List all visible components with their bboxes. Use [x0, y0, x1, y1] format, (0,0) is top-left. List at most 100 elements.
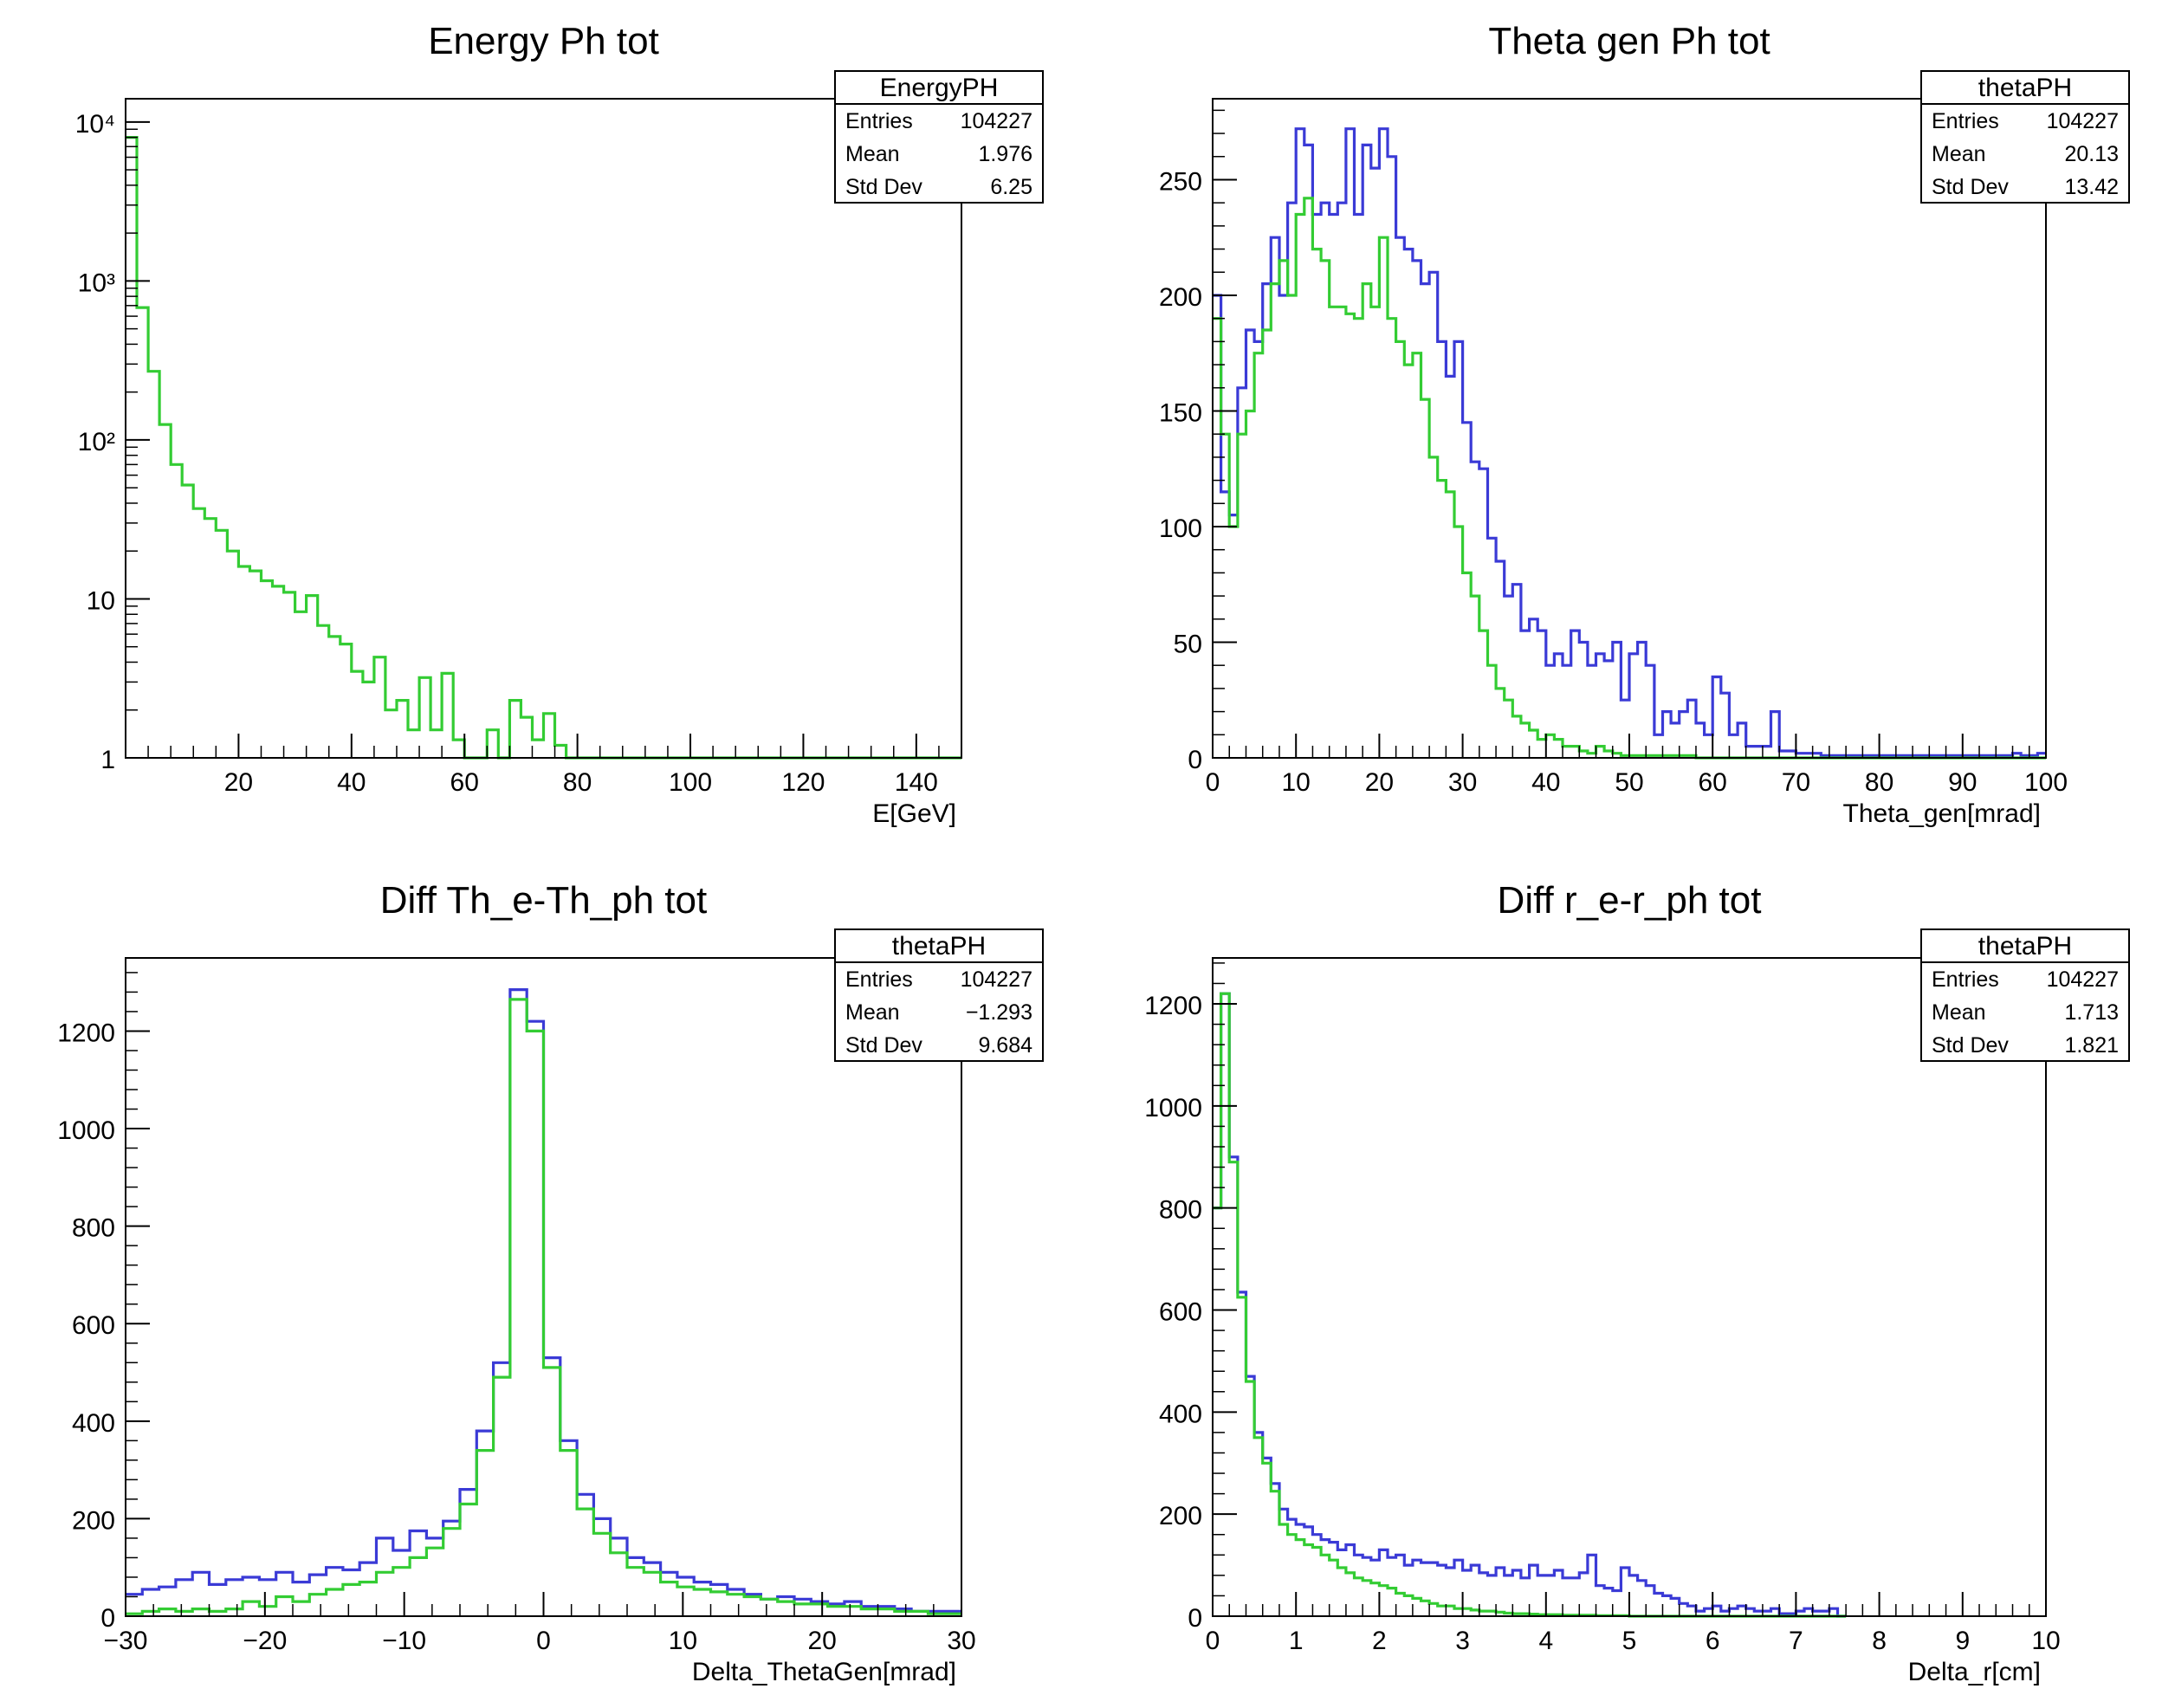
- y-tick-label: 1000: [57, 1116, 115, 1145]
- plot-panel-1: Energy Ph tot 1 10 10² 10³ 10⁴ 20 40 60 80 100 120 1…: [75, 20, 1044, 828]
- x-tick-label: 20: [1365, 768, 1394, 797]
- x-tick-label: −20: [243, 1627, 287, 1655]
- chart-title: Energy Ph tot: [428, 20, 659, 62]
- x-tick-label: 50: [1615, 768, 1643, 797]
- y-tick-label: 0: [1188, 746, 1202, 774]
- y-tick-label: 200: [1159, 1502, 1202, 1530]
- y-tick-label: 250: [1159, 167, 1202, 196]
- y-tick-label: 600: [1159, 1298, 1202, 1327]
- stats-row-label: Entries: [1932, 109, 1999, 133]
- stats-row-label: Std Dev: [1932, 1033, 2009, 1058]
- x-tick-label: 6: [1706, 1627, 1720, 1655]
- x-tick-label: 60: [450, 768, 479, 797]
- stats-row-label: Entries: [1932, 967, 1999, 992]
- stats-row-value: 13.42: [2064, 175, 2119, 199]
- chart-title: Diff Th_e-Th_ph tot: [380, 879, 707, 922]
- stats-box-frame: [834, 928, 1044, 1062]
- histogram-series-blue: [1213, 992, 1847, 1618]
- stats-row-label: Std Dev: [845, 175, 922, 199]
- stats-row-value: 1.976: [978, 142, 1032, 166]
- stats-box-name: thetaPH: [1978, 932, 2072, 961]
- x-tick-label: 60: [1699, 768, 1727, 797]
- stats-row-value: 1.821: [2064, 1033, 2119, 1058]
- x-tick-label: 90: [1948, 768, 1977, 797]
- stats-row-value: 104227: [961, 967, 1032, 992]
- x-tick-label: 70: [1782, 768, 1810, 797]
- stats-box: thetaPH Entries 104227 Mean −1.293 Std Dev 9.6…: [834, 928, 1044, 1062]
- y-tick-label: 50: [1174, 630, 1202, 658]
- y-tick-label: 1200: [57, 1019, 115, 1047]
- stats-box: EnergyPH Entries 104227 Mean 1.976 Std Dev 6.2…: [834, 70, 1044, 204]
- x-tick-label: 120: [781, 768, 825, 797]
- x-tick-label: 20: [807, 1627, 836, 1655]
- plot-frame: [125, 98, 962, 759]
- x-tick-label: 0: [1206, 1627, 1220, 1655]
- histogram-series-green: [1213, 992, 1847, 1618]
- x-tick-label: −30: [104, 1627, 148, 1655]
- x-tick-label: 10: [1282, 768, 1311, 797]
- stats-row-value: 104227: [961, 109, 1032, 133]
- y-tick-label: 1000: [1144, 1094, 1202, 1122]
- stats-row-label: Mean: [845, 1000, 900, 1025]
- x-tick-label: 1: [1289, 1627, 1304, 1655]
- y-tick-label: 10³: [78, 268, 115, 297]
- y-tick-label: 0: [100, 1604, 115, 1633]
- x-tick-label: 30: [947, 1627, 975, 1655]
- y-tick-label: 1200: [1144, 992, 1202, 1020]
- x-tick-label: 4: [1538, 1627, 1553, 1655]
- x-tick-label: 5: [1622, 1627, 1637, 1655]
- plot-panel-3: Diff Th_e-Th_ph tot020040060080010001200…: [57, 879, 1044, 1686]
- stats-row-value: 104227: [2047, 109, 2119, 133]
- x-tick-label: 0: [536, 1627, 551, 1655]
- plot-panel-4: Diff r_e-r_ph tot 0 200 400 600 800 1000 1200 0 1…: [1144, 879, 2130, 1686]
- x-tick-label: 0: [1206, 768, 1220, 797]
- stats-row-value: 9.684: [978, 1033, 1032, 1058]
- x-axis-label: Delta_r[cm]: [1908, 1658, 2041, 1686]
- stats-box-frame: [834, 70, 1044, 204]
- chart-title: Diff r_e-r_ph tot: [1498, 879, 1762, 922]
- x-tick-label: 3: [1455, 1627, 1470, 1655]
- x-tick-label: 80: [1865, 768, 1893, 797]
- y-tick-label: 600: [72, 1311, 115, 1340]
- stats-row-label: Mean: [845, 142, 900, 166]
- stats-row-value: 1.713: [2064, 1000, 2119, 1025]
- y-tick-label: 800: [1159, 1196, 1202, 1225]
- y-tick-label: 10²: [78, 428, 115, 456]
- x-axis-label: Theta_gen[mrad]: [1843, 799, 2041, 828]
- x-tick-label: 40: [337, 768, 366, 797]
- x-tick-label: 2: [1372, 1627, 1387, 1655]
- y-tick-label: 150: [1159, 398, 1202, 427]
- y-tick-label: 1: [100, 746, 115, 774]
- x-tick-label: 40: [1531, 768, 1560, 797]
- x-tick-label: 7: [1789, 1627, 1803, 1655]
- stats-box-frame: [1920, 70, 2130, 204]
- x-tick-label: 20: [224, 768, 253, 797]
- y-tick-label: 10: [87, 586, 115, 615]
- stats-row-value: 104227: [2047, 967, 2119, 992]
- stats-row-label: Mean: [1932, 142, 1986, 166]
- x-tick-label: 8: [1872, 1627, 1887, 1655]
- stats-row-value: −1.293: [966, 1000, 1032, 1025]
- x-tick-label: 100: [669, 768, 712, 797]
- stats-row-label: Mean: [1932, 1000, 1986, 1025]
- stats-box-name: thetaPH: [892, 932, 986, 961]
- stats-row-value: 6.25: [990, 175, 1032, 199]
- stats-row-value: 20.13: [2064, 142, 2119, 166]
- x-axis-label: Delta_ThetaGen[mrad]: [692, 1658, 956, 1686]
- y-tick-label: 200: [72, 1506, 115, 1535]
- y-tick-label: 10⁴: [75, 110, 115, 139]
- stats-box: thetaPH Entries 104227 Mean 1.713 Std Dev 1.82…: [1920, 928, 2130, 1062]
- y-tick-label: 0: [1188, 1604, 1202, 1633]
- histogram-series-green: [126, 136, 961, 760]
- x-tick-label: 100: [2024, 768, 2068, 797]
- histogram-series-blue: [1213, 127, 2046, 757]
- plot-panel-2: Theta gen Ph tot 0 50 100 150 200 250 0 10 20 30 40…: [1159, 20, 2130, 828]
- x-tick-label: 30: [1448, 768, 1477, 797]
- chart-title: Theta gen Ph tot: [1488, 20, 1770, 62]
- x-tick-label: 140: [895, 768, 938, 797]
- y-tick-label: 100: [1159, 514, 1202, 543]
- x-tick-label: 10: [2031, 1627, 2060, 1655]
- stats-box-name: thetaPH: [1978, 74, 2072, 102]
- stats-row-label: Std Dev: [1932, 175, 2009, 199]
